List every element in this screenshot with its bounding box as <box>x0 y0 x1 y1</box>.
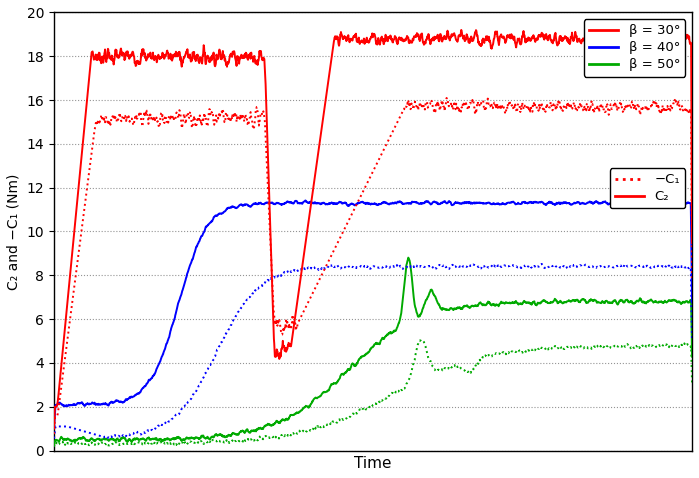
X-axis label: Time: Time <box>354 456 391 471</box>
Legend: −C₁, C₂: −C₁, C₂ <box>610 168 686 208</box>
Y-axis label: C₂ and −C₁ (Nm): C₂ and −C₁ (Nm) <box>7 174 21 290</box>
